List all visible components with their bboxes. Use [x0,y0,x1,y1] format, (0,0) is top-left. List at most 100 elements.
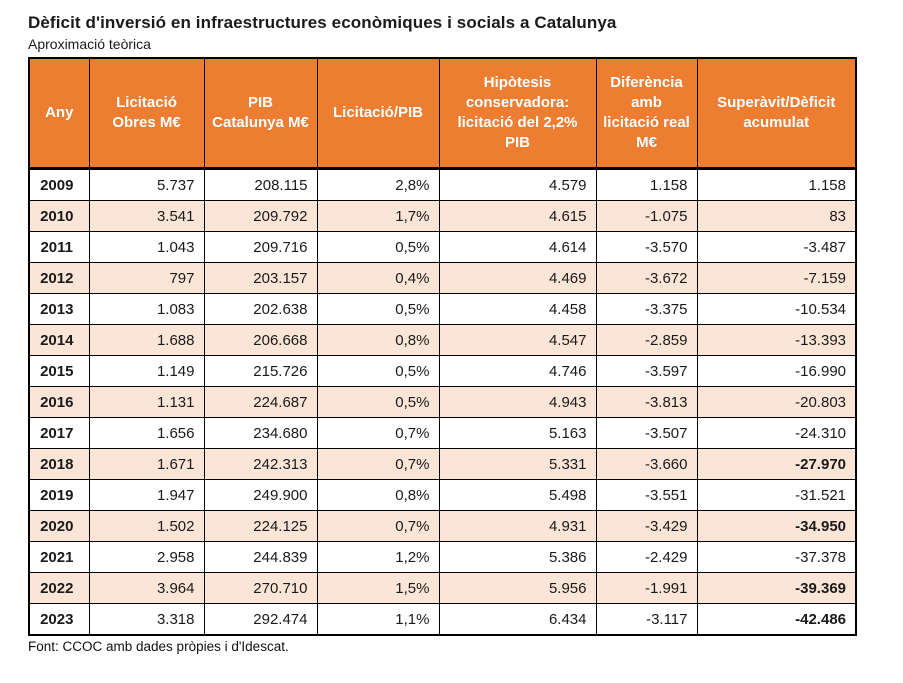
table-row-2017: 2017 1.656 234.680 0,7% 5.163 -3.507 -24.310 [28,417,857,449]
column-header-3: Licitació/PIB [316,57,440,170]
value-cell-2022-col2: 270.710 [203,572,318,604]
value-cell-2010-col4: 4.615 [438,200,597,232]
table-row-2022: 2022 3.964 270.710 1,5% 5.956 -1.991 -39.369 [28,572,857,604]
table-row-2013: 2013 1.083 202.638 0,5% 4.458 -3.375 -10.534 [28,293,857,325]
value-cell-2012-col2: 203.157 [203,262,318,294]
value-cell-2023-col4: 6.434 [438,603,597,636]
value-cell-2020-col4: 4.931 [438,510,597,542]
column-header-0: Any [28,57,90,170]
value-cell-2013-col4: 4.458 [438,293,597,325]
table-row-2021: 2021 2.958 244.839 1,2% 5.386 -2.429 -37.378 [28,541,857,573]
value-cell-2019-col4: 5.498 [438,479,597,511]
value-cell-2013-col6: -10.534 [696,293,857,325]
value-cell-2020-col2: 224.125 [203,510,318,542]
page-title: Dèficit d'inversió en infraestructures e… [28,13,617,32]
value-cell-2009-col2: 208.115 [203,168,318,201]
value-cell-2017-col6: -24.310 [696,417,857,449]
value-cell-2013-col1: 1.083 [88,293,205,325]
value-cell-2019-col5: -3.551 [595,479,698,511]
value-cell-2016-col1: 1.131 [88,386,205,418]
value-cell-2010-col1: 3.541 [88,200,205,232]
value-cell-2017-col5: -3.507 [595,417,698,449]
value-cell-2019-col3: 0,8% [316,479,440,511]
column-header-2: PIB Catalunya M€ [203,57,318,170]
value-cell-2016-col3: 0,5% [316,386,440,418]
value-cell-2022-col3: 1,5% [316,572,440,604]
value-cell-2014-col3: 0,8% [316,324,440,356]
year-cell-2015: 2015 [28,355,90,387]
value-cell-2023-col3: 1,1% [316,603,440,636]
table-row-2011: 2011 1.043 209.716 0,5% 4.614 -3.570 -3.487 [28,231,857,263]
value-cell-2018-col5: -3.660 [595,448,698,480]
value-cell-2018-col1: 1.671 [88,448,205,480]
value-cell-2018-col4: 5.331 [438,448,597,480]
value-cell-2010-col5: -1.075 [595,200,698,232]
value-cell-2013-col5: -3.375 [595,293,698,325]
year-cell-2020: 2020 [28,510,90,542]
value-cell-2018-col2: 242.313 [203,448,318,480]
year-cell-2009: 2009 [28,168,90,201]
value-cell-2010-col2: 209.792 [203,200,318,232]
table-header-row: Any Licitació Obres M€ PIB Catalunya M€ Lic… [28,57,857,170]
column-header-4: Hipòtesis conservadora: licitació del 2,… [438,57,597,170]
value-cell-2014-col5: -2.859 [595,324,698,356]
table-row-2015: 2015 1.149 215.726 0,5% 4.746 -3.597 -16.990 [28,355,857,387]
value-cell-2016-col5: -3.813 [595,386,698,418]
value-cell-2014-col2: 206.668 [203,324,318,356]
value-cell-2022-col1: 3.964 [88,572,205,604]
value-cell-2014-col6: -13.393 [696,324,857,356]
value-cell-2015-col5: -3.597 [595,355,698,387]
table-row-2019: 2019 1.947 249.900 0,8% 5.498 -3.551 -31.521 [28,479,857,511]
value-cell-2012-col4: 4.469 [438,262,597,294]
value-cell-2020-col3: 0,7% [316,510,440,542]
table-row-2012: 2012 797 203.157 0,4% 4.469 -3.672 -7.159 [28,262,857,294]
value-cell-2011-col1: 1.043 [88,231,205,263]
value-cell-2018-col3: 0,7% [316,448,440,480]
year-cell-2016: 2016 [28,386,90,418]
value-cell-2009-col6: 1.158 [696,168,857,201]
value-cell-2021-col4: 5.386 [438,541,597,573]
value-cell-2023-col5: -3.117 [595,603,698,636]
value-cell-2012-col3: 0,4% [316,262,440,294]
value-cell-2017-col3: 0,7% [316,417,440,449]
column-header-1: Licitació Obres M€ [88,57,205,170]
value-cell-2012-col1: 797 [88,262,205,294]
column-header-5: Diferència amb licitació real M€ [595,57,698,170]
value-cell-2021-col2: 244.839 [203,541,318,573]
value-cell-2015-col6: -16.990 [696,355,857,387]
value-cell-2019-col6: -31.521 [696,479,857,511]
year-cell-2021: 2021 [28,541,90,573]
column-header-6: Superàvit/Dèficit acumulat [696,57,857,170]
value-cell-2009-col4: 4.579 [438,168,597,201]
value-cell-2013-col2: 202.638 [203,293,318,325]
value-cell-2017-col2: 234.680 [203,417,318,449]
table-row-2016: 2016 1.131 224.687 0,5% 4.943 -3.813 -20.803 [28,386,857,418]
value-cell-2011-col2: 209.716 [203,231,318,263]
value-cell-2014-col4: 4.547 [438,324,597,356]
page-subtitle: Aproximació teòrica [28,36,151,52]
value-cell-2016-col4: 4.943 [438,386,597,418]
value-cell-2021-col1: 2.958 [88,541,205,573]
value-cell-2015-col2: 215.726 [203,355,318,387]
value-cell-2021-col6: -37.378 [696,541,857,573]
value-cell-2016-col2: 224.687 [203,386,318,418]
value-cell-2021-col5: -2.429 [595,541,698,573]
value-cell-2015-col3: 0,5% [316,355,440,387]
year-cell-2017: 2017 [28,417,90,449]
value-cell-2010-col3: 1,7% [316,200,440,232]
value-cell-2009-col5: 1.158 [595,168,698,201]
value-cell-2023-col1: 3.318 [88,603,205,636]
table-row-2018: 2018 1.671 242.313 0,7% 5.331 -3.660 -27.970 [28,448,857,480]
value-cell-2015-col1: 1.149 [88,355,205,387]
value-cell-2022-col6: -39.369 [696,572,857,604]
year-cell-2022: 2022 [28,572,90,604]
value-cell-2020-col1: 1.502 [88,510,205,542]
table-row-2010: 2010 3.541 209.792 1,7% 4.615 -1.075 83 [28,200,857,232]
value-cell-2020-col5: -3.429 [595,510,698,542]
value-cell-2011-col5: -3.570 [595,231,698,263]
value-cell-2017-col1: 1.656 [88,417,205,449]
source-note: Font: CCOC amb dades pròpies i d'Idescat… [28,639,289,654]
value-cell-2013-col3: 0,5% [316,293,440,325]
value-cell-2012-col5: -3.672 [595,262,698,294]
